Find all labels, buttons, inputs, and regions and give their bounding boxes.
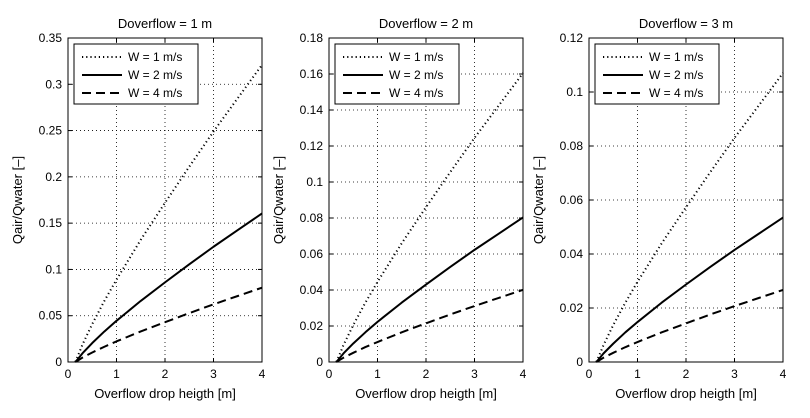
y-tick-label: 0 [55, 355, 62, 369]
y-tick-label: 0.08 [560, 139, 584, 153]
y-tick-label: 0.05 [39, 309, 63, 323]
legend-label: W = 4 m/s [649, 86, 703, 100]
y-tick-label: 0.06 [300, 247, 324, 261]
y-tick-label: 0.08 [300, 211, 324, 225]
legend-label: W = 1 m/s [649, 50, 703, 64]
y-tick-label: 0 [576, 355, 583, 369]
x-tick-label: 4 [780, 367, 787, 381]
y-axis-label: Qair/Qwater [–] [10, 156, 25, 244]
x-tick-label: 4 [520, 367, 527, 381]
subplot-3: 0 1 2 3 4 0 0.02 0.04 0.06 0.08 0.1 0.12 Doverflow =… [531, 16, 787, 401]
x-tick-label: 1 [634, 367, 641, 381]
legend-label: W = 2 m/s [389, 68, 443, 82]
x-tick-label: 2 [683, 367, 690, 381]
x-tick-label: 2 [423, 367, 430, 381]
x-axis-label: Overflow drop heigth [m] [94, 386, 236, 401]
legend-label: W = 4 m/s [389, 86, 443, 100]
y-tick-label: 0.15 [39, 216, 63, 230]
x-tick-label: 0 [326, 367, 333, 381]
y-tick-label: 0 [316, 355, 323, 369]
legend: W = 1 m/s W = 2 m/s W = 4 m/s [594, 43, 720, 105]
x-tick-label: 1 [113, 367, 120, 381]
x-tick-label: 3 [471, 367, 478, 381]
x-tick-label: 2 [162, 367, 169, 381]
legend: W = 1 m/s W = 2 m/s W = 4 m/s [73, 43, 199, 105]
series-line-solid [335, 216, 524, 363]
subplot-1: 0 1 2 3 4 0 0.05 0.1 0.15 0.2 0.25 0.3 0.35 Doverflow… [10, 16, 266, 401]
y-tick-label: 0.04 [560, 247, 584, 261]
chart-title: Doverflow = 1 m [118, 16, 212, 31]
series-line-dashed [595, 288, 784, 363]
series-line-solid [74, 212, 263, 363]
y-tick-label: 0.12 [560, 31, 584, 45]
y-tick-label: 0.12 [300, 139, 324, 153]
series-line-dashed [335, 288, 524, 363]
x-axis-label: Overflow drop heigth [m] [355, 386, 497, 401]
y-tick-label: 0.1 [306, 175, 323, 189]
x-tick-label: 4 [259, 367, 266, 381]
y-axis-label: Qair/Qwater [–] [531, 156, 546, 244]
chart-title: Doverflow = 2 m [379, 16, 473, 31]
y-tick-label: 0.35 [39, 31, 63, 45]
y-tick-label: 0.25 [39, 124, 63, 138]
x-tick-label: 0 [586, 367, 593, 381]
y-tick-label: 0.02 [560, 301, 584, 315]
y-tick-label: 0.04 [300, 283, 324, 297]
y-tick-label: 0.18 [300, 31, 324, 45]
series-line-dotted [74, 64, 263, 363]
legend-label: W = 2 m/s [649, 68, 703, 82]
y-tick-label: 0.14 [300, 103, 324, 117]
x-axis-label: Overflow drop heigth [m] [615, 386, 757, 401]
x-tick-label: 3 [210, 367, 217, 381]
x-tick-label: 1 [374, 367, 381, 381]
x-tick-label: 0 [65, 367, 72, 381]
y-tick-label: 0.16 [300, 67, 324, 81]
x-tick-label: 3 [731, 367, 738, 381]
legend-label: W = 2 m/s [128, 68, 182, 82]
legend-label: W = 4 m/s [128, 86, 182, 100]
legend-label: W = 1 m/s [389, 50, 443, 64]
subplot-2: 0 1 2 3 4 0 0.02 0.04 0.06 0.08 0.1 0.12 0.14 0.16 0.1… [271, 16, 527, 401]
series-line-solid [595, 216, 784, 363]
y-tick-label: 0.2 [45, 170, 62, 184]
y-tick-label: 0.06 [560, 193, 584, 207]
y-tick-label: 0.1 [45, 262, 62, 276]
legend: W = 1 m/s W = 2 m/s W = 4 m/s [334, 43, 460, 105]
series-line-dashed [74, 286, 263, 363]
y-tick-label: 0.02 [300, 319, 324, 333]
y-tick-label: 0.3 [45, 77, 62, 91]
chart-title: Doverflow = 3 m [639, 16, 733, 31]
y-tick-label: 0.1 [566, 85, 583, 99]
legend-label: W = 1 m/s [128, 50, 182, 64]
y-axis-label: Qair/Qwater [–] [271, 156, 286, 244]
